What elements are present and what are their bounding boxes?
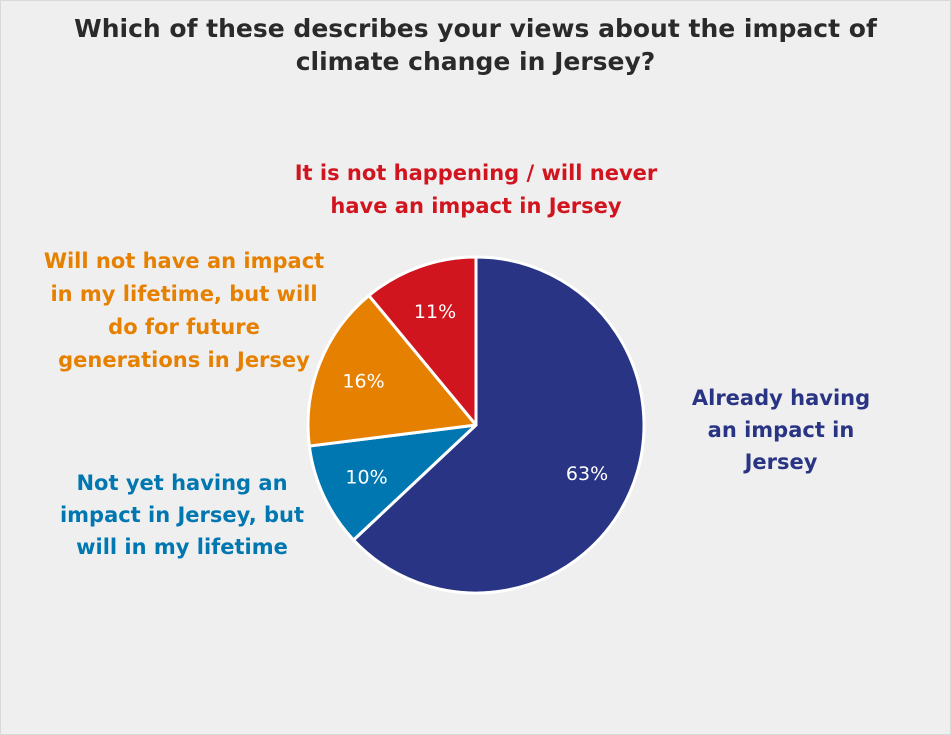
pie-slices [306, 255, 646, 595]
pie-category-label-not-yet-having-impact: Not yet having an impact in Jersey, but wi… [60, 471, 304, 559]
pie-value-label-future-generations: 16% [342, 370, 384, 392]
category-label-line: do for future [108, 315, 260, 339]
category-label-line: It is not happening / will never [295, 161, 658, 185]
pie-slice-not-yet-having-impact [307, 423, 478, 542]
category-label-line: have an impact in Jersey [330, 194, 621, 218]
pie-slice-already-having-impact [352, 255, 646, 595]
category-label-line: in my lifetime, but will [50, 282, 317, 306]
category-label-line: Jersey [743, 450, 818, 474]
pie-slice-future-generations [306, 294, 478, 448]
category-label-line: will in my lifetime [76, 535, 288, 559]
pie-slice-not-happening [367, 255, 478, 427]
pie-value-label-not-happening: 11% [414, 301, 456, 323]
chart-title: Which of these describes your views abou… [74, 14, 877, 76]
category-label-line: Already having [692, 386, 870, 410]
category-label-line: generations in Jersey [58, 348, 310, 372]
category-label-line: impact in Jersey, but [60, 503, 304, 527]
category-label-line: an impact in [708, 418, 855, 442]
pie-category-label-future-generations: Will not have an impact in my lifetime, b… [44, 249, 324, 372]
pie-value-label-already-having-impact: 63% [566, 463, 608, 485]
pie-category-label-not-happening: It is not happening / will never have an … [295, 161, 658, 218]
category-label-line: Not yet having an [76, 471, 287, 495]
pie-value-label-not-yet-having-impact: 10% [345, 467, 387, 489]
pie-category-labels: Already having an impact in Jersey Not yet … [44, 161, 870, 559]
category-label-line: Will not have an impact [44, 249, 324, 273]
pie-value-labels: 63% 10% 16% 11% [342, 301, 608, 488]
pie-category-label-already-having-impact: Already having an impact in Jersey [692, 386, 870, 474]
